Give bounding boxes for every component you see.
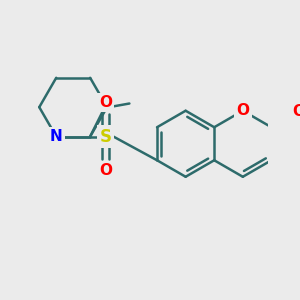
Text: S: S (99, 128, 111, 146)
Text: O: O (292, 104, 300, 119)
Text: N: N (50, 129, 63, 144)
Text: O: O (236, 103, 249, 118)
Text: O: O (99, 163, 112, 178)
Text: O: O (99, 95, 112, 110)
